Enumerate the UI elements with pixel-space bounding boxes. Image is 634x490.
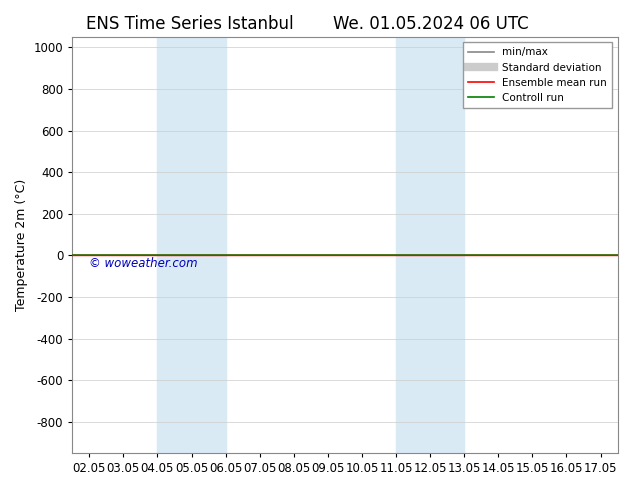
Y-axis label: Temperature 2m (°C): Temperature 2m (°C) (15, 179, 28, 311)
Text: ENS Time Series Istanbul: ENS Time Series Istanbul (86, 15, 294, 33)
Bar (157, 37, 226, 453)
Text: We. 01.05.2024 06 UTC: We. 01.05.2024 06 UTC (333, 15, 529, 33)
Text: © woweather.com: © woweather.com (89, 257, 197, 270)
Bar (396, 37, 464, 453)
Legend: min/max, Standard deviation, Ensemble mean run, Controll run: min/max, Standard deviation, Ensemble me… (463, 42, 612, 108)
